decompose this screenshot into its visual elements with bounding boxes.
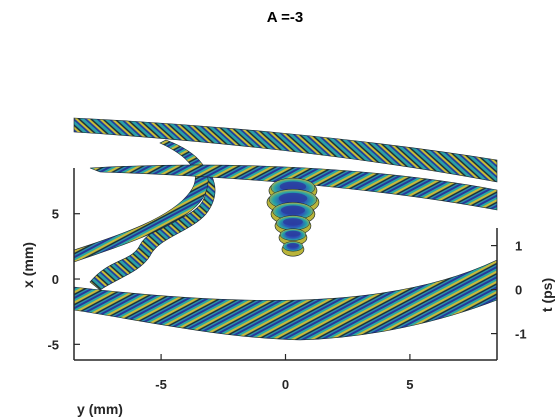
z-tick-label: 0 (515, 283, 522, 298)
surface-left-fold (73, 139, 209, 263)
ticks: -5 0 5 5 0 -5 1 0 -1 (47, 207, 526, 392)
surface-lower-band (73, 259, 498, 341)
y-tick-label: 5 (52, 207, 59, 222)
surface-upper-band-2 (89, 164, 498, 211)
lobe-ring (278, 228, 308, 246)
surface-upper-band-1 (73, 117, 498, 183)
z-tick-label: 1 (515, 239, 522, 254)
chart-title: A =-3 (267, 9, 304, 26)
x-axis-label: y (mm) (77, 401, 123, 417)
z-tick-label: -1 (515, 327, 527, 342)
lobe-ring (281, 241, 305, 257)
x-tick-label: 0 (282, 377, 289, 392)
central-lobe (266, 177, 320, 257)
z-axis-label: t (ps) (539, 278, 555, 312)
x-tick-label: -5 (155, 377, 167, 392)
surface-plot (73, 117, 498, 341)
y-tick-label: 0 (52, 272, 59, 287)
x-tick-label: 5 (406, 377, 413, 392)
y-axis-label: x (mm) (20, 242, 36, 288)
y-tick-label: -5 (47, 337, 59, 352)
